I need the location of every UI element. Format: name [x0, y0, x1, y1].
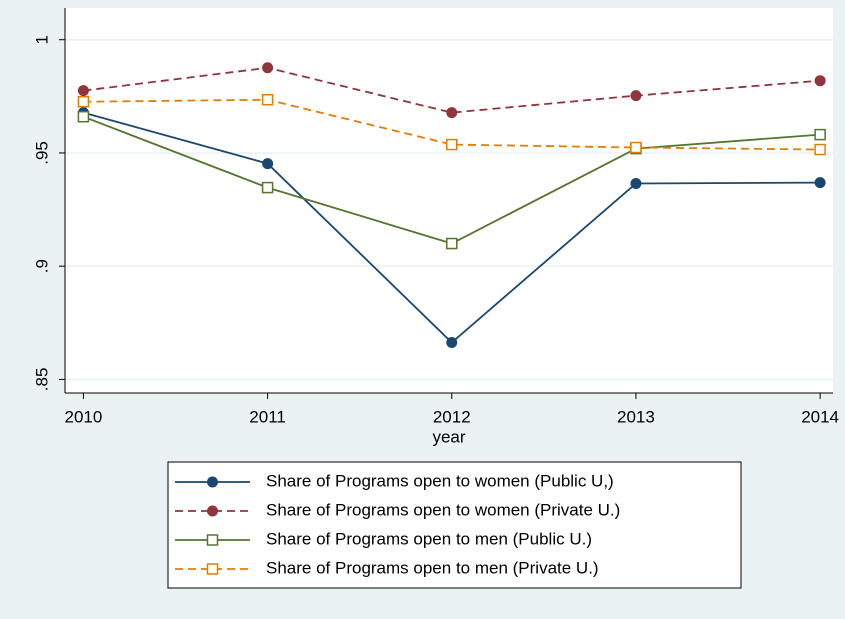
legend-marker [207, 505, 218, 517]
y-tick-label: .9 [32, 259, 51, 273]
legend-marker [206, 563, 219, 575]
data-point [262, 62, 274, 74]
data-point [446, 107, 458, 119]
x-tick-label: 2013 [617, 407, 655, 426]
legend [167, 461, 742, 589]
y-tick-label: .95 [32, 141, 51, 165]
y-tick-label: .85 [32, 368, 51, 392]
data-point [630, 90, 642, 102]
series-line [83, 66, 821, 114]
legend-label: Share of Programs open to women (Private… [266, 500, 620, 519]
y-tick-label: 1 [32, 35, 51, 44]
data-point [261, 181, 274, 194]
data-point [630, 178, 642, 190]
data-point [814, 128, 826, 141]
data-point [630, 141, 642, 154]
legend-label: Share of Programs open to men (Public U.… [266, 529, 592, 548]
data-point [446, 237, 458, 250]
legend-label: Share of Programs open to women (Public … [266, 471, 614, 490]
data-point [77, 85, 89, 97]
data-point [814, 143, 826, 156]
data-point [77, 96, 90, 108]
x-tick-label: 2014 [801, 407, 839, 426]
legend-marker [206, 534, 219, 546]
data-point [446, 336, 458, 348]
legend-label: Share of Programs open to men (Private U… [266, 558, 599, 577]
data-point [77, 110, 90, 123]
x-tick-label: 2010 [65, 407, 103, 426]
series-line [83, 98, 821, 151]
data-point [261, 93, 274, 106]
data-point [814, 75, 826, 87]
x-axis-label: year [432, 427, 465, 446]
data-point [814, 177, 826, 189]
plot-area [65, 8, 833, 393]
x-tick-label: 2012 [433, 407, 471, 426]
legend-marker [207, 476, 218, 488]
data-point [262, 158, 274, 170]
data-point [446, 138, 458, 151]
x-tick-label: 2011 [249, 407, 286, 426]
